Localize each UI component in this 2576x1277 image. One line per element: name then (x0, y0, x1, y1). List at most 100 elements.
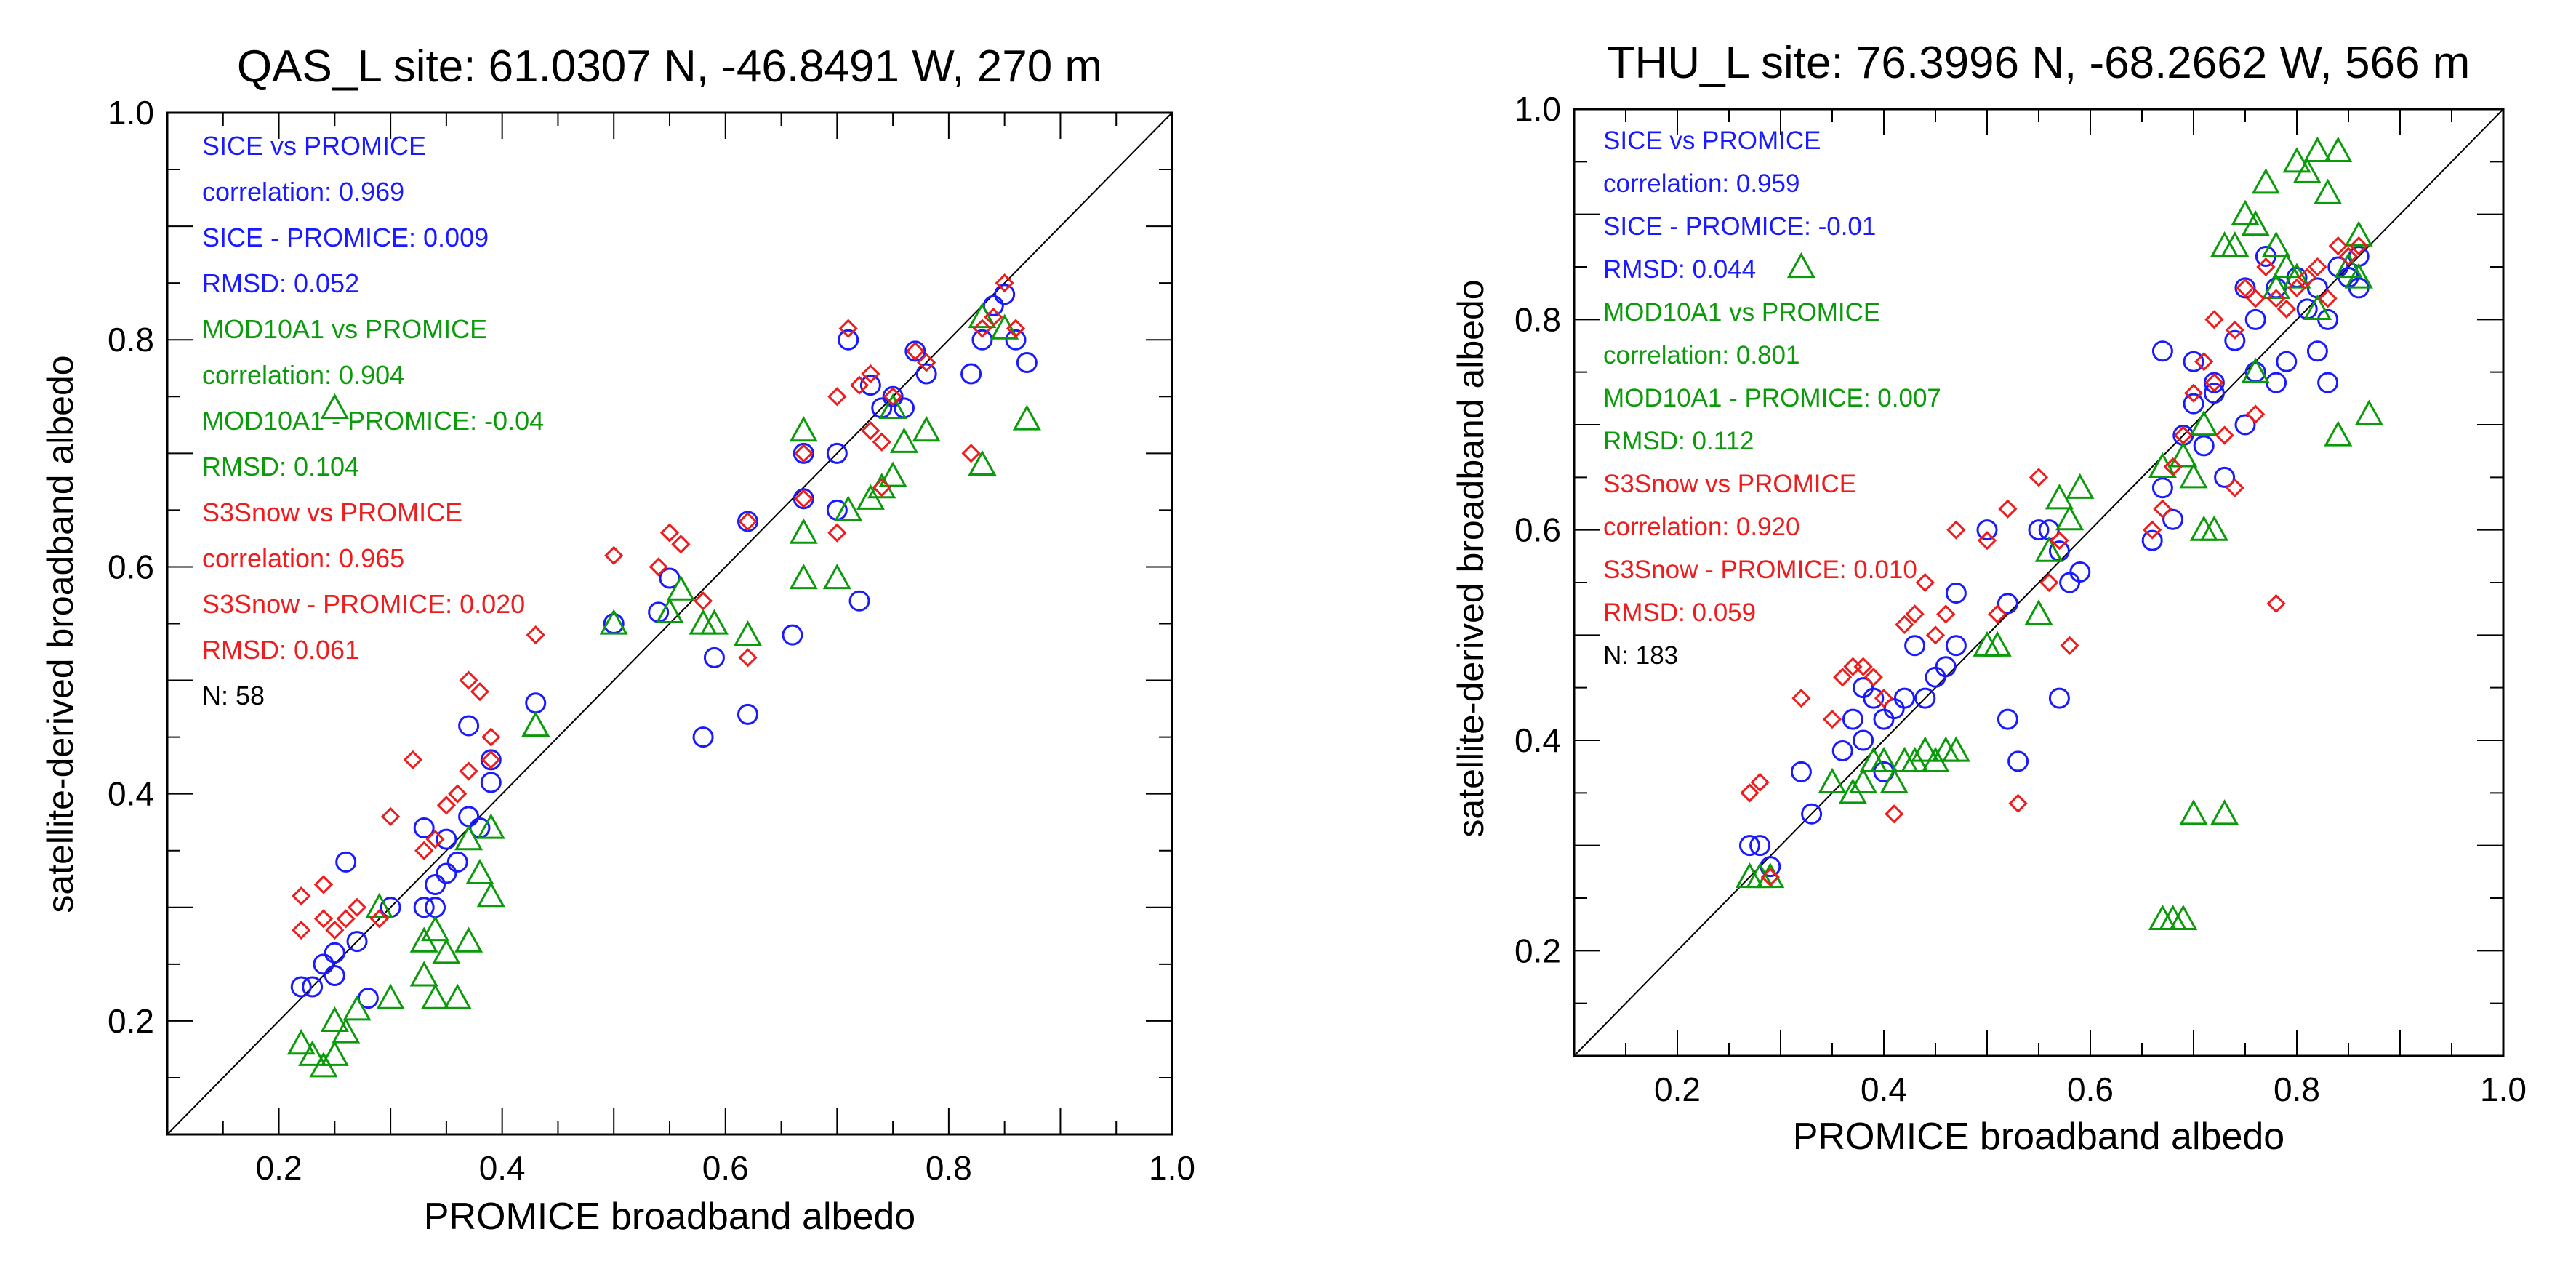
point-sice (1831, 740, 1853, 761)
point-sice (2203, 383, 2225, 404)
point-mod10a1 (454, 926, 483, 953)
point-s3snow (738, 648, 758, 668)
point-sice (960, 363, 982, 385)
point-s3snow (1006, 319, 1026, 338)
point-mod10a1 (666, 575, 695, 601)
point-s3snow (984, 307, 1003, 327)
stats-annotation: MOD10A1 - PROMICE: -0.04 (202, 406, 544, 436)
point-mod10a1 (990, 313, 1019, 340)
x-tick-label: 0.4 (479, 1149, 526, 1187)
point-s3snow (972, 319, 992, 338)
point-sice (1842, 708, 1863, 730)
stats-annotation: S3Snow - PROMICE: 0.020 (202, 589, 525, 619)
point-sice (480, 772, 502, 793)
stats-annotation: SICE vs PROMICE (1603, 127, 1821, 155)
point-s3snow (481, 750, 501, 769)
point-sice (436, 862, 457, 884)
y-tick-label: 0.2 (1514, 932, 1561, 969)
point-mod10a1 (420, 983, 450, 1009)
point-s3snow (526, 625, 545, 645)
point-mod10a1 (2024, 599, 2053, 625)
point-mod10a1 (789, 416, 818, 442)
point-sice (826, 442, 848, 464)
point-mod10a1 (376, 983, 405, 1009)
point-mod10a1 (2282, 147, 2311, 173)
point-s3snow (1885, 804, 1904, 824)
stats-annotation: S3Snow vs PROMICE (1603, 470, 1856, 498)
point-s3snow (2153, 499, 2172, 519)
point-sice (915, 363, 937, 385)
point-mod10a1 (2241, 210, 2270, 236)
point-sice (436, 828, 457, 850)
point-s3snow (403, 750, 422, 769)
point-s3snow (2266, 289, 2286, 308)
point-s3snow (2246, 289, 2266, 308)
y-tick-label: 0.6 (108, 548, 154, 585)
point-s3snow (861, 364, 880, 384)
y-axis-label: satellite-derived broadband albedo (40, 355, 81, 913)
point-s3snow (2276, 299, 2296, 319)
x-tick-label: 0.6 (2067, 1070, 2114, 1108)
point-mod10a1 (1879, 767, 1909, 793)
point-sice (703, 646, 725, 668)
point-s3snow (2183, 383, 2204, 403)
point-mod10a1 (789, 563, 818, 590)
x-tick-label: 0.2 (256, 1149, 302, 1187)
stats-annotation: SICE vs PROMICE (202, 131, 426, 161)
stats-annotation: N: 183 (1603, 641, 1678, 670)
point-s3snow (2204, 373, 2224, 393)
point-sice (971, 329, 993, 351)
point-s3snow (671, 535, 691, 554)
point-sice (2214, 466, 2236, 488)
y-tick-label: 0.4 (108, 775, 154, 813)
stats-annotation: correlation: 0.965 (202, 543, 404, 573)
point-mod10a1 (2199, 515, 2228, 541)
point-s3snow (1791, 689, 1811, 708)
chart-title: QAS_L site: 61.0307 N, -46.8491 W, 270 m (237, 41, 1102, 92)
point-mod10a1 (1941, 736, 1970, 762)
point-s3snow (2225, 320, 2244, 340)
point-sice (2007, 750, 2029, 772)
point-sice (1790, 761, 1812, 782)
point-mod10a1 (332, 1017, 361, 1044)
point-sice (1016, 351, 1038, 373)
point-mod10a1 (365, 892, 394, 918)
point-mod10a1 (789, 518, 818, 544)
point-s3snow (827, 523, 847, 543)
x-tick-label: 0.8 (926, 1149, 972, 1187)
point-sice (346, 931, 368, 953)
point-sice (2224, 329, 2246, 351)
point-sice (335, 851, 357, 873)
x-tick-label: 1.0 (2480, 1070, 2527, 1108)
point-s3snow (2163, 457, 2183, 476)
point-sice (2069, 561, 2091, 583)
plot-frame (1573, 108, 2505, 1057)
point-mod10a1 (2169, 904, 2198, 931)
point-mod10a1 (2314, 178, 2343, 204)
x-tick-label: 1.0 (1149, 1149, 1195, 1187)
point-sice (859, 375, 881, 396)
stats-annotation: RMSD: 0.061 (202, 635, 359, 665)
point-s3snow (905, 341, 925, 361)
point-mod10a1 (2344, 220, 2373, 247)
point-s3snow (2204, 310, 2224, 329)
point-mod10a1 (1786, 252, 1815, 279)
point-s3snow (2060, 636, 2079, 655)
point-mod10a1 (2169, 441, 2198, 468)
point-mod10a1 (878, 461, 907, 487)
point-mod10a1 (2251, 168, 2280, 194)
point-sice (1945, 635, 1967, 657)
point-s3snow (1895, 615, 1914, 634)
point-s3snow (459, 670, 478, 690)
point-sice (2162, 508, 2184, 530)
x-axis-label: PROMICE broadband albedo (1793, 1116, 2284, 1158)
point-s3snow (2143, 520, 2162, 540)
point-mod10a1 (822, 563, 851, 590)
point-s3snow (2256, 257, 2276, 277)
point-s3snow (2008, 793, 2028, 813)
point-mod10a1 (320, 393, 349, 419)
point-s3snow (2215, 425, 2234, 445)
point-s3snow (917, 353, 936, 372)
point-mod10a1 (2344, 263, 2373, 289)
chart-title: THU_L site: 76.3996 N, -68.2662 W, 566 m (1608, 38, 2471, 88)
